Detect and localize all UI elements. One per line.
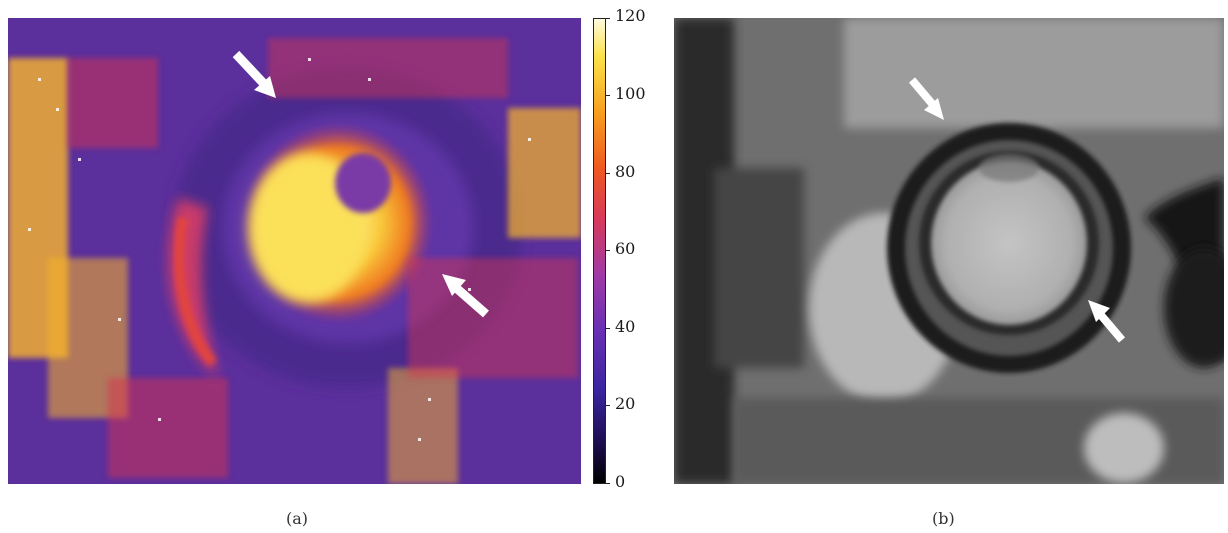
colorbar-tick [606,483,610,484]
arrow-icon [908,77,944,120]
colorbar-tick-label: 120 [615,6,646,25]
colorbar-tick [606,250,610,251]
colorbar-tick [606,95,610,96]
arrow-icon [232,50,276,98]
colorbar [593,18,606,484]
colorbar-tick [606,18,610,19]
arrow-icon [1088,300,1126,343]
colorbar-tick [606,405,610,406]
mri-image [674,18,1224,484]
caption-b: (b) [932,509,955,528]
parametric-map-graphic [8,18,581,484]
mri-graphic [674,18,1224,484]
caption-a: (a) [286,509,309,528]
arrow-icon [442,274,489,318]
colorbar-tick-label: 100 [615,84,646,103]
colorbar-tick [606,173,610,174]
colorbar-tick-label: 40 [615,317,636,336]
colorbar-tick-label: 20 [615,394,636,413]
colorbar-tick-label: 60 [615,239,636,258]
colorbar-tick-label: 0 [615,472,626,491]
colorbar-tick-label: 80 [615,162,636,181]
colorbar-tick [606,328,610,329]
parametric-map-image [8,18,581,484]
